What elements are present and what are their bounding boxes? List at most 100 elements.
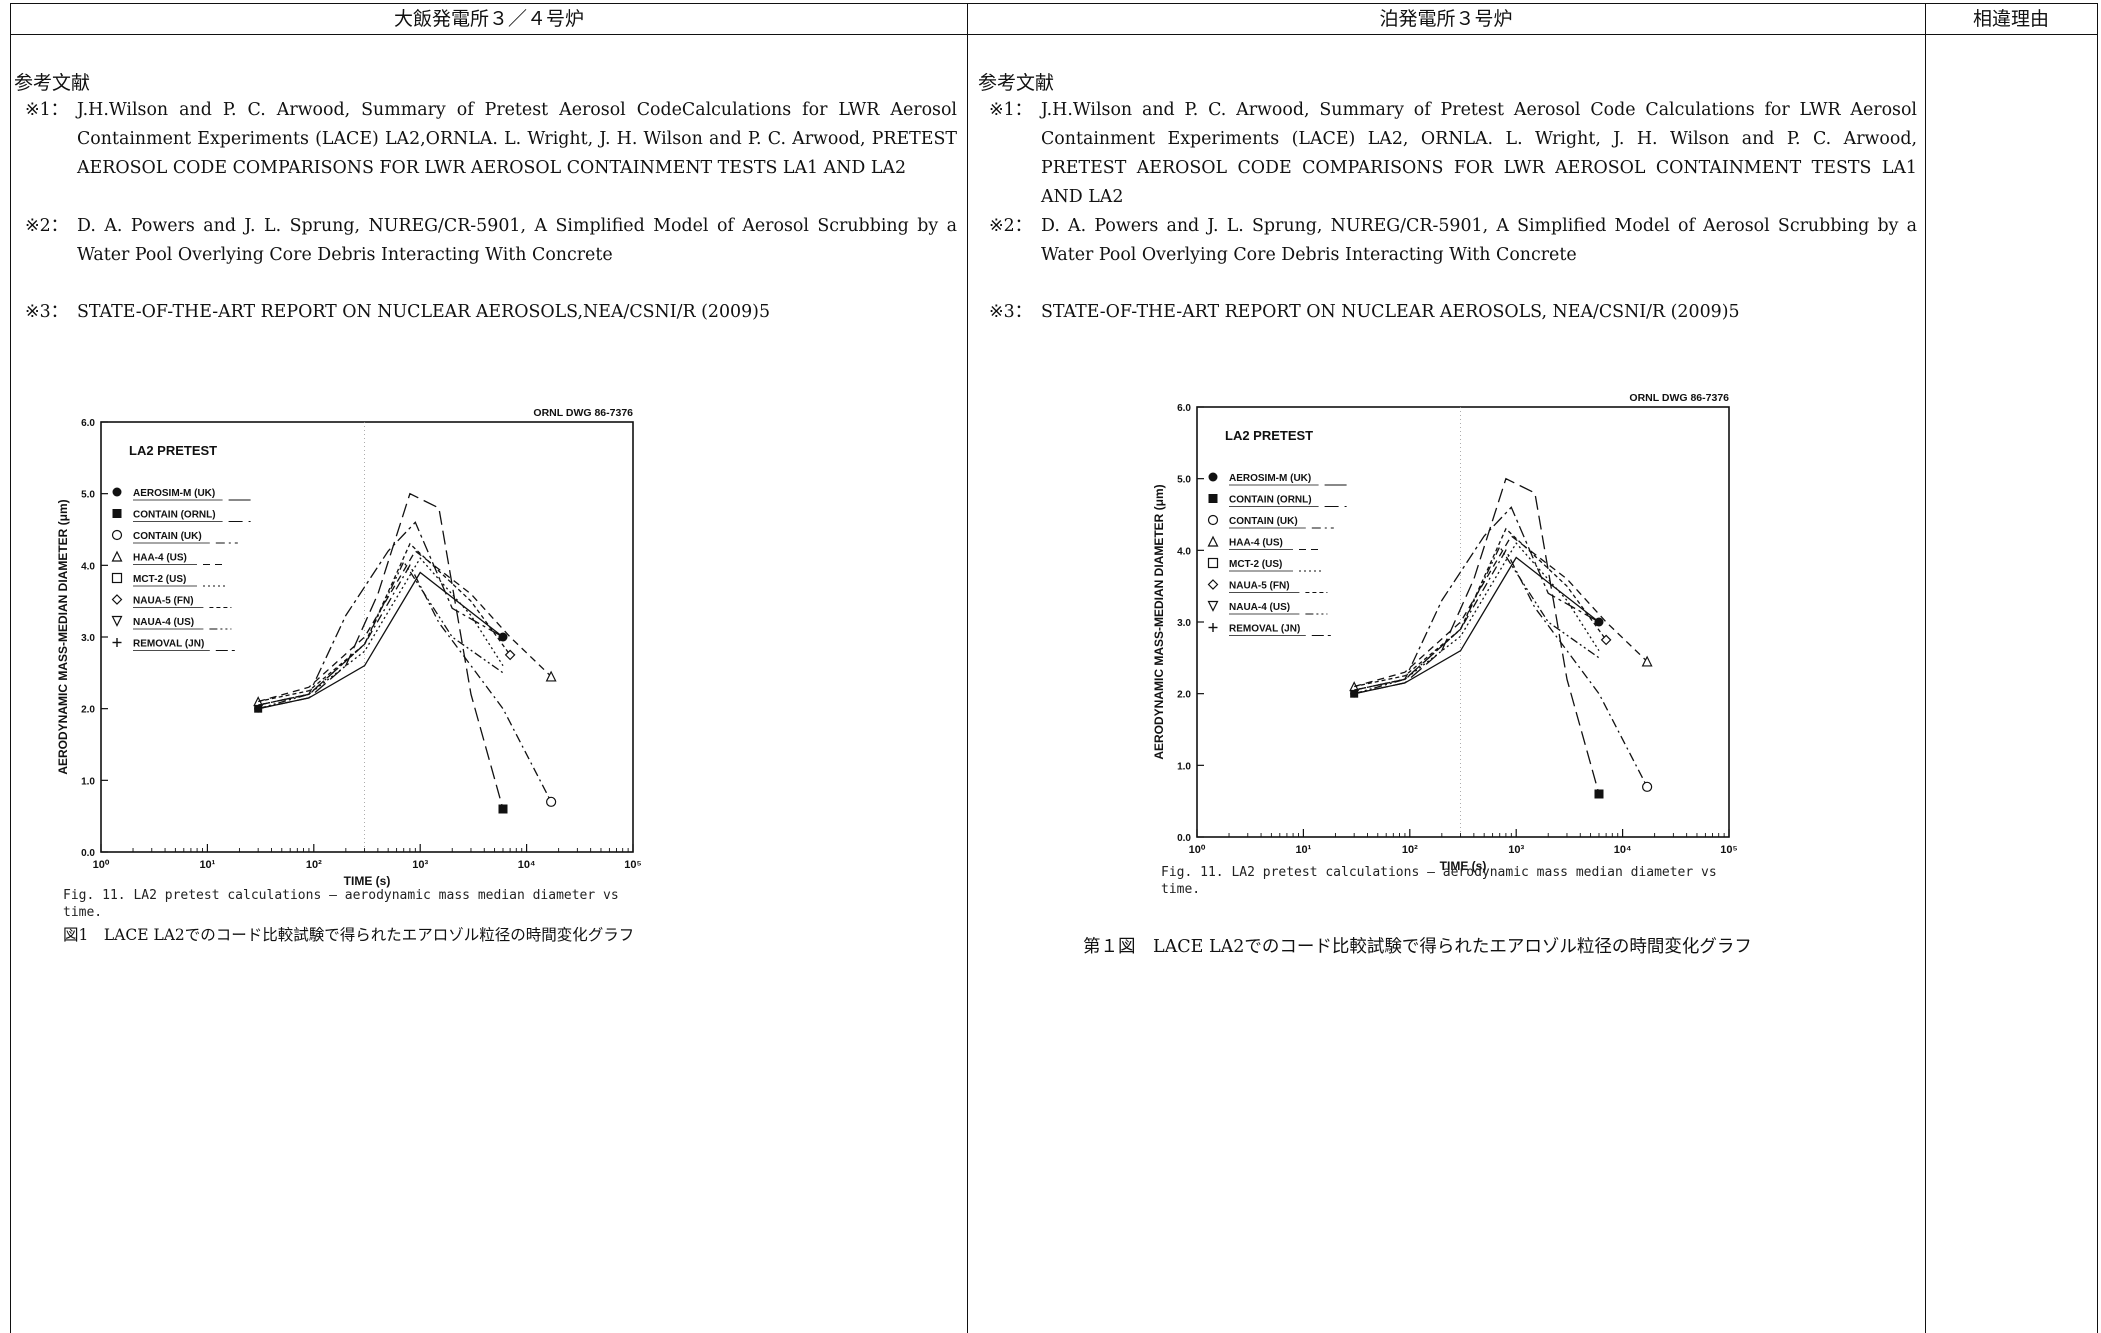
reference-item: ※1： J.H.Wilson and P. C. Arwood, Summary… xyxy=(25,96,957,183)
figure-middle: ORNL DWG 86-7376 0.0 1.0 2.0 3.0 4.0 5.0 6.0 10⁰… xyxy=(1139,357,1739,877)
reference-mark: ※3： xyxy=(25,302,69,322)
series-start-marker xyxy=(254,704,263,713)
legend-label: MCT-2 (US) xyxy=(1229,559,1282,570)
reference-item: ※2： D. A. Powers and J. L. Sprung, NUREG… xyxy=(25,212,957,270)
y-tick-label: 3.0 xyxy=(1177,618,1191,629)
legend-label: HAA-4 (US) xyxy=(133,553,187,564)
figure-title: 第１図 LACE LA2でのコード比較試験で得られたエアロゾル粒径の時間変化グラ… xyxy=(1083,937,1752,957)
legend-label: AEROSIM-M (UK) xyxy=(1229,473,1311,484)
series-end-marker xyxy=(546,796,557,807)
series-line xyxy=(258,557,504,706)
y-tick-label: 5.0 xyxy=(81,490,95,501)
middle-column: 参考文献 ※1： J.H.Wilson and P. C. Arwood, Su… xyxy=(967,35,1925,1333)
x-tick-label: 10³ xyxy=(1508,844,1524,856)
x-tick-label: 10⁵ xyxy=(1720,844,1737,856)
reference-mark: ※3： xyxy=(989,302,1033,322)
reference-item: ※3： STATE-OF-THE-ART REPORT ON NUCLEAR A… xyxy=(989,298,1917,327)
series-start-marker xyxy=(1350,689,1359,698)
y-tick-label: 0.0 xyxy=(81,848,95,859)
y-tick-label: 2.0 xyxy=(81,705,95,716)
y-tick-label: 4.0 xyxy=(81,561,95,572)
column-divider xyxy=(1925,4,1926,1333)
legend-marker xyxy=(112,509,122,518)
y-tick-label: 3.0 xyxy=(81,633,95,644)
y-tick-label: 1.0 xyxy=(81,776,95,787)
chart-title: LA2 PRETEST xyxy=(129,443,217,458)
series-line xyxy=(258,550,552,703)
reference-mark: ※1： xyxy=(989,100,1033,120)
legend-marker xyxy=(111,572,123,584)
y-tick-label: 1.0 xyxy=(1177,761,1191,772)
reference-mark: ※2： xyxy=(25,216,69,236)
series-end-marker xyxy=(504,649,516,661)
x-tick-label: 10⁰ xyxy=(1189,844,1206,856)
legend-marker xyxy=(1207,557,1219,569)
x-tick-label: 10¹ xyxy=(1295,844,1311,856)
series-line xyxy=(258,571,504,710)
reference-text: STATE-OF-THE-ART REPORT ON NUCLEAR AEROS… xyxy=(77,302,771,322)
chart-title: LA2 PRETEST xyxy=(1225,428,1313,443)
header-middle: 泊発電所３号炉 xyxy=(967,4,1925,35)
series-end-marker xyxy=(545,670,557,682)
y-axis-label: AERODYNAMIC MASS-MEDIAN DIAMETER (μm) xyxy=(1152,484,1166,759)
reference-text: D. A. Powers and J. L. Sprung, NUREG/CR-… xyxy=(1041,216,1917,265)
legend-marker xyxy=(1207,579,1219,590)
x-tick-label: 10² xyxy=(1402,844,1418,856)
legend-marker xyxy=(1207,535,1219,547)
x-tick-label: 10² xyxy=(306,859,322,871)
series-line xyxy=(1354,477,1600,795)
series-line xyxy=(258,542,511,703)
left-column: 参考文献 ※1： J.H.Wilson and P. C. Arwood, Su… xyxy=(11,35,967,1333)
series-line xyxy=(1354,527,1607,688)
x-tick-label: 10¹ xyxy=(199,859,215,871)
legend-label: CONTAIN (ORNL) xyxy=(133,510,216,521)
legend-label: MCT-2 (US) xyxy=(133,574,186,585)
chart-corner-label: ORNL DWG 86-7376 xyxy=(533,407,633,419)
header-right: 相違理由 xyxy=(1925,4,2097,35)
legend-marker xyxy=(1207,600,1219,612)
legend-marker xyxy=(111,594,123,605)
header-left: 大飯発電所３／４号炉 xyxy=(11,4,967,35)
reference-text: J.H.Wilson and P. C. Arwood, Summary of … xyxy=(77,100,957,178)
series-line xyxy=(258,492,504,810)
comparison-table: 大飯発電所３／４号炉 泊発電所３号炉 相違理由 参考文献 ※1： J.H.Wil… xyxy=(10,3,2098,1333)
series-end-marker xyxy=(1600,634,1612,646)
y-tick-label: 6.0 xyxy=(81,418,95,429)
chart: ORNL DWG 86-7376 0.0 1.0 2.0 3.0 4.0 5.0 6.0 10⁰… xyxy=(56,407,642,888)
series-line xyxy=(258,521,504,706)
legend-label: NAUA-4 (US) xyxy=(1229,602,1290,613)
y-tick-label: 4.0 xyxy=(1177,546,1191,557)
reference-text: J.H.Wilson and P. C. Arwood, Summary of … xyxy=(1041,100,1917,207)
legend-marker xyxy=(111,615,123,627)
legend-marker xyxy=(111,550,123,562)
legend-label: AEROSIM-M (UK) xyxy=(133,488,215,499)
series-line xyxy=(1354,535,1648,688)
chart: ORNL DWG 86-7376 0.0 1.0 2.0 3.0 4.0 5.0 6.0 10⁰… xyxy=(1152,392,1738,873)
figure-title: 図1 LACE LA2でのコード比較試験で得られたエアロゾル粒径の時間変化グラフ xyxy=(63,926,635,944)
figure-caption: Fig. 11. LA2 pretest calculations — aero… xyxy=(1161,865,1717,897)
x-tick-label: 10⁵ xyxy=(624,859,641,871)
legend-label: CONTAIN (ORNL) xyxy=(1229,495,1312,506)
series-line xyxy=(1354,556,1600,695)
legend-marker xyxy=(1208,494,1218,503)
legend-marker xyxy=(1207,514,1219,526)
figure-left: ORNL DWG 86-7376 0.0 1.0 2.0 3.0 4.0 5.0 6.0 10⁰… xyxy=(43,372,643,892)
references-heading: 参考文献 xyxy=(14,72,91,94)
legend-label: CONTAIN (UK) xyxy=(1229,516,1298,527)
reference-item: ※1： J.H.Wilson and P. C. Arwood, Summary… xyxy=(989,96,1917,212)
legend-label: HAA-4 (US) xyxy=(1229,538,1283,549)
legend-label: CONTAIN (UK) xyxy=(133,531,202,542)
plot-frame xyxy=(100,421,634,853)
x-tick-label: 10⁴ xyxy=(1614,844,1632,856)
series-line xyxy=(1354,542,1600,691)
reference-item: ※2： D. A. Powers and J. L. Sprung, NUREG… xyxy=(989,212,1917,270)
y-axis-label: AERODYNAMIC MASS-MEDIAN DIAMETER (μm) xyxy=(56,499,70,774)
reference-text: D. A. Powers and J. L. Sprung, NUREG/CR-… xyxy=(77,216,957,265)
reference-mark: ※1： xyxy=(25,100,69,120)
legend-marker xyxy=(112,487,122,497)
y-tick-label: 5.0 xyxy=(1177,475,1191,486)
chart-corner-label: ORNL DWG 86-7376 xyxy=(1629,392,1729,404)
series-end-marker xyxy=(1642,781,1653,792)
reference-text: STATE-OF-THE-ART REPORT ON NUCLEAR AEROS… xyxy=(1041,302,1740,322)
y-tick-label: 2.0 xyxy=(1177,690,1191,701)
